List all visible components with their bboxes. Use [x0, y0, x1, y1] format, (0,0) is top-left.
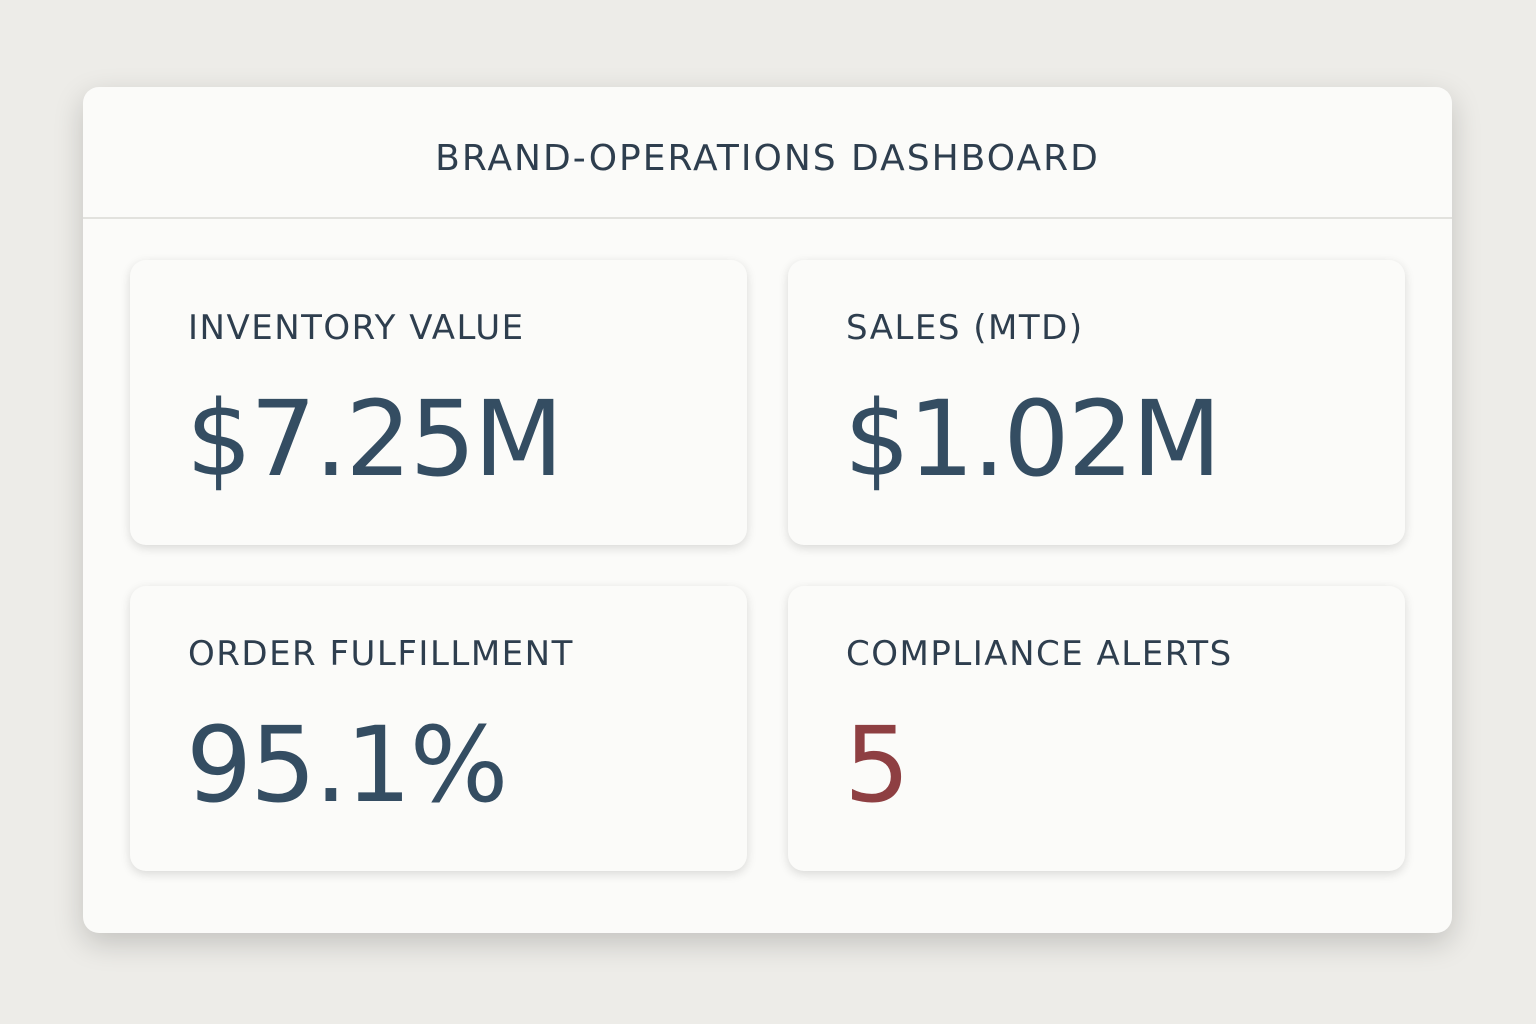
kpi-label: INVENTORY VALUE: [188, 308, 525, 348]
kpi-label: SALES (MTD): [846, 308, 1084, 348]
dashboard-title: BRAND-OPERATIONS DASHBOARD: [435, 137, 1100, 179]
kpi-card: COMPLIANCE ALERTS 5: [788, 586, 1405, 871]
kpi-label: COMPLIANCE ALERTS: [846, 634, 1233, 674]
dashboard-panel: BRAND-OPERATIONS DASHBOARD INVENTORY VAL…: [83, 87, 1452, 933]
kpi-value: $7.25M: [186, 378, 563, 500]
kpi-value: 95.1%: [186, 704, 508, 826]
kpi-value: 5: [844, 704, 910, 826]
kpi-value: $1.02M: [844, 378, 1221, 500]
header: BRAND-OPERATIONS DASHBOARD: [83, 87, 1452, 219]
kpi-card: SALES (MTD) $1.02M: [788, 260, 1405, 545]
kpi-card: INVENTORY VALUE $7.25M: [130, 260, 747, 545]
kpi-label: ORDER FULFILLMENT: [188, 634, 574, 674]
kpi-card: ORDER FULFILLMENT 95.1%: [130, 586, 747, 871]
